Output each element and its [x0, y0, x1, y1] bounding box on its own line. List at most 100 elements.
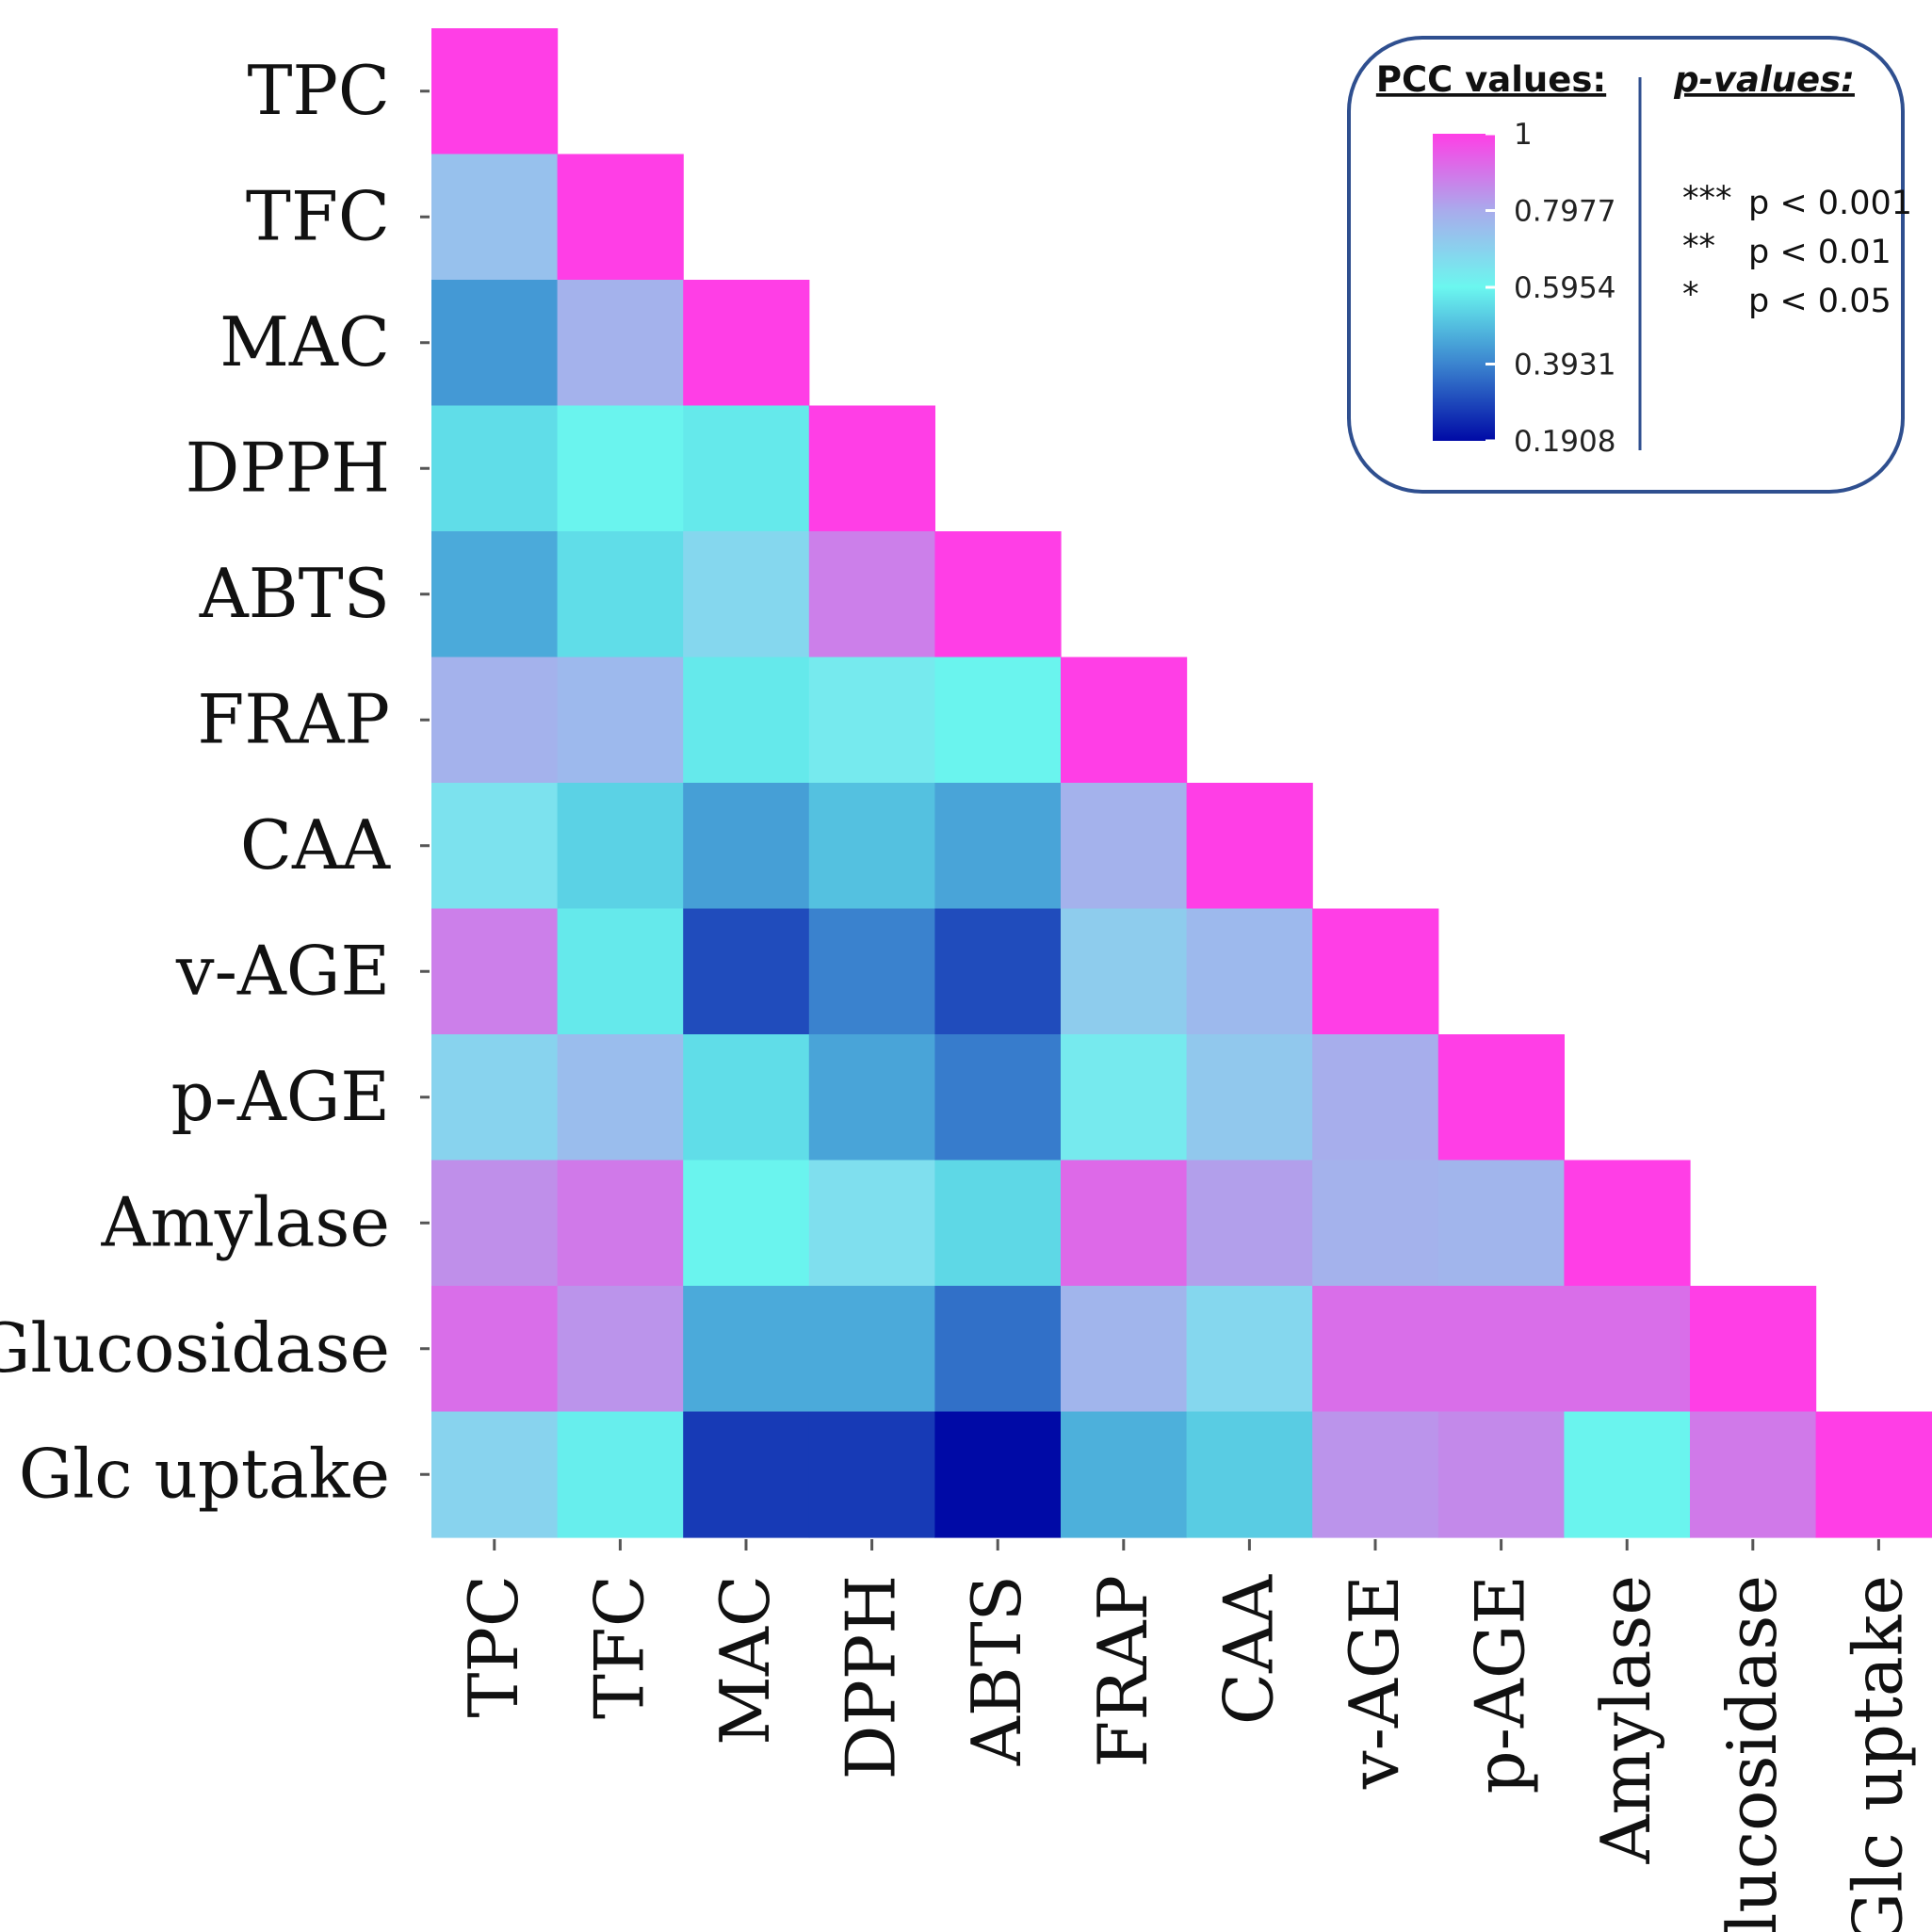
heatmap-cell — [557, 783, 684, 910]
heatmap-cell — [934, 1411, 1062, 1538]
heatmap-cell — [808, 1034, 935, 1161]
pcc-colorbar — [1433, 134, 1495, 441]
heatmap-cell — [557, 531, 684, 658]
y-tick-label: Glc uptake — [19, 1434, 390, 1513]
pvalue-stars: * — [1682, 276, 1699, 314]
heatmap-cell — [683, 280, 810, 407]
y-tick-label: Amylase — [101, 1182, 390, 1261]
heatmap-cell — [934, 1160, 1062, 1287]
pvalue-threshold: p < 0.01 — [1748, 234, 1891, 271]
heatmap-cell — [808, 1160, 935, 1287]
y-tick-label: FRAP — [197, 679, 390, 758]
heatmap-cell — [1312, 908, 1439, 1035]
heatmap-cell — [557, 1034, 684, 1161]
heatmap-cell — [431, 1411, 559, 1538]
heatmap-cell — [1690, 1411, 1817, 1538]
heatmap-cell — [934, 1034, 1062, 1161]
heatmap-cell — [1061, 1411, 1188, 1538]
heatmap-cell — [934, 1286, 1062, 1413]
heatmap-cell — [683, 531, 810, 658]
heatmap-cell — [557, 405, 684, 532]
x-tick-label: TPC — [454, 1575, 533, 1718]
heatmap-cell — [1186, 1160, 1313, 1287]
heatmap-cell — [1437, 1411, 1565, 1538]
heatmap-cells — [431, 28, 1932, 1538]
heatmap-cell — [1312, 1160, 1439, 1287]
heatmap-cell — [808, 783, 935, 910]
x-tick-label: MAC — [706, 1575, 785, 1745]
heatmap-cell — [1061, 657, 1188, 784]
heatmap-cell — [557, 154, 684, 281]
heatmap-cell — [557, 1160, 684, 1287]
heatmap-cell — [683, 1411, 810, 1538]
x-tick-label: FRAP — [1083, 1575, 1162, 1768]
heatmap-cell — [431, 1286, 559, 1413]
heatmap-cell — [808, 1411, 935, 1538]
heatmap-cell — [934, 657, 1062, 784]
heatmap-cell — [557, 657, 684, 784]
heatmap-cell — [557, 908, 684, 1035]
x-tick-label: Glucosidase — [1713, 1575, 1792, 1932]
y-axis: TPC TFC MAC DPPH ABTS FRAP CAA v-AGE p-AGE Amylas… — [0, 51, 430, 1513]
heatmap-cell — [1437, 1160, 1565, 1287]
y-tick-label: v-AGE — [175, 931, 390, 1010]
heatmap-cell — [431, 531, 559, 658]
heatmap-cell — [1815, 1411, 1932, 1538]
heatmap-cell — [808, 531, 935, 658]
pvalue-threshold: p < 0.001 — [1748, 185, 1912, 222]
x-tick-label: DPPH — [832, 1575, 911, 1779]
heatmap-cell — [683, 1286, 810, 1413]
heatmap-cell — [934, 908, 1062, 1035]
heatmap-cell — [431, 154, 559, 281]
heatmap-cell — [1564, 1286, 1691, 1413]
heatmap-cell — [431, 28, 559, 155]
heatmap-cell — [683, 405, 810, 532]
heatmap-cell — [431, 1034, 559, 1161]
pvalue-legend-title: p-values: — [1673, 59, 1855, 100]
heatmap-cell — [683, 1034, 810, 1161]
heatmap-cell — [808, 908, 935, 1035]
x-tick-label: p-AGE — [1461, 1575, 1540, 1794]
pcc-legend-title: PCC values: — [1376, 59, 1606, 100]
heatmap-cell — [934, 531, 1062, 658]
heatmap-cell — [431, 405, 559, 532]
heatmap-cell — [808, 1286, 935, 1413]
heatmap-cell — [934, 783, 1062, 910]
heatmap-cell — [557, 280, 684, 407]
heatmap-cell — [557, 1411, 684, 1538]
pvalue-legend-row-3: * p < 0.05 — [1682, 276, 1891, 320]
heatmap-cell — [683, 657, 810, 784]
heatmap-cell — [1312, 1286, 1439, 1413]
colorbar-tick-label: 0.1908 — [1514, 425, 1615, 459]
x-tick-label: v-AGE — [1335, 1575, 1414, 1790]
heatmap-cell — [431, 783, 559, 910]
heatmap-cell — [1061, 1160, 1188, 1287]
heatmap-cell — [1312, 1034, 1439, 1161]
heatmap-cell — [683, 1160, 810, 1287]
heatmap-cell — [1437, 1286, 1565, 1413]
heatmap-cell — [1564, 1160, 1691, 1287]
heatmap-cell — [683, 783, 810, 910]
heatmap-cell — [683, 908, 810, 1035]
x-tick-label: TFC — [579, 1575, 658, 1719]
heatmap-cell — [1690, 1286, 1817, 1413]
heatmap-cell — [431, 908, 559, 1035]
y-tick-label: DPPH — [186, 428, 390, 507]
colorbar-tick-label: 0.7977 — [1514, 195, 1615, 229]
y-tick-label: MAC — [219, 302, 390, 382]
x-tick-label: CAA — [1209, 1574, 1288, 1725]
heatmap-cell — [431, 1160, 559, 1287]
heatmap-cell — [808, 657, 935, 784]
y-tick-label: CAA — [240, 805, 391, 885]
y-tick-label: TFC — [246, 176, 390, 255]
heatmap-cell — [1186, 783, 1313, 910]
pvalue-legend-row-1: *** p < 0.001 — [1682, 180, 1912, 222]
colorbar-tick-label: 1 — [1514, 118, 1533, 152]
heatmap-cell — [1186, 1286, 1313, 1413]
pvalue-threshold: p < 0.05 — [1748, 283, 1891, 320]
colorbar-tick-label: 0.3931 — [1514, 349, 1615, 382]
heatmap-cell — [1186, 1411, 1313, 1538]
pcc-colorbar-ticks: 1 0.7977 0.5954 0.3931 0.1908 — [1486, 118, 1615, 459]
legend: PCC values: 1 0.7977 0.5954 0.3931 0.1908 p-… — [1347, 36, 1912, 494]
